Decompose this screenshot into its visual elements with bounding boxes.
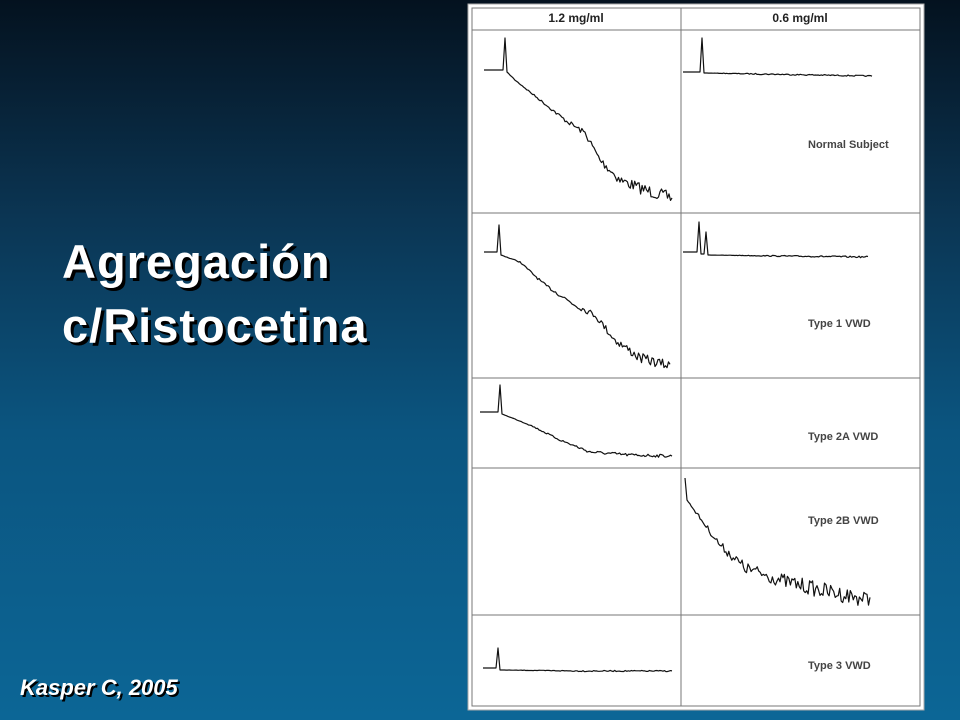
aggregation-trace: [484, 224, 671, 369]
row-label: Type 1 VWD: [808, 318, 871, 330]
aggregation-trace: [483, 647, 673, 673]
row-label: Type 2A VWD: [808, 431, 878, 443]
citation: Kasper C, 2005: [20, 675, 179, 700]
aggregation-trace: [484, 37, 673, 201]
title-line: Agregación: [62, 235, 331, 288]
aggregation-trace: [683, 221, 869, 259]
title-line: c/Ristocetina: [62, 299, 368, 352]
column-header: 0.6 mg/ml: [772, 11, 827, 25]
aggregation-trace: [480, 384, 673, 458]
column-header: 1.2 mg/ml: [548, 11, 603, 25]
row-label: Normal Subject: [808, 139, 889, 151]
row-label: Type 2B VWD: [808, 515, 879, 527]
figure: 1.2 mg/ml 0.6 mg/ml Normal Subject Type …: [467, 3, 925, 711]
figure-border: [471, 7, 921, 707]
aggregation-trace: [683, 37, 873, 77]
traces: [480, 37, 873, 673]
aggregation-trace: [684, 477, 871, 606]
figure-frame: [467, 3, 925, 711]
row-label: Type 3 VWD: [808, 660, 871, 672]
